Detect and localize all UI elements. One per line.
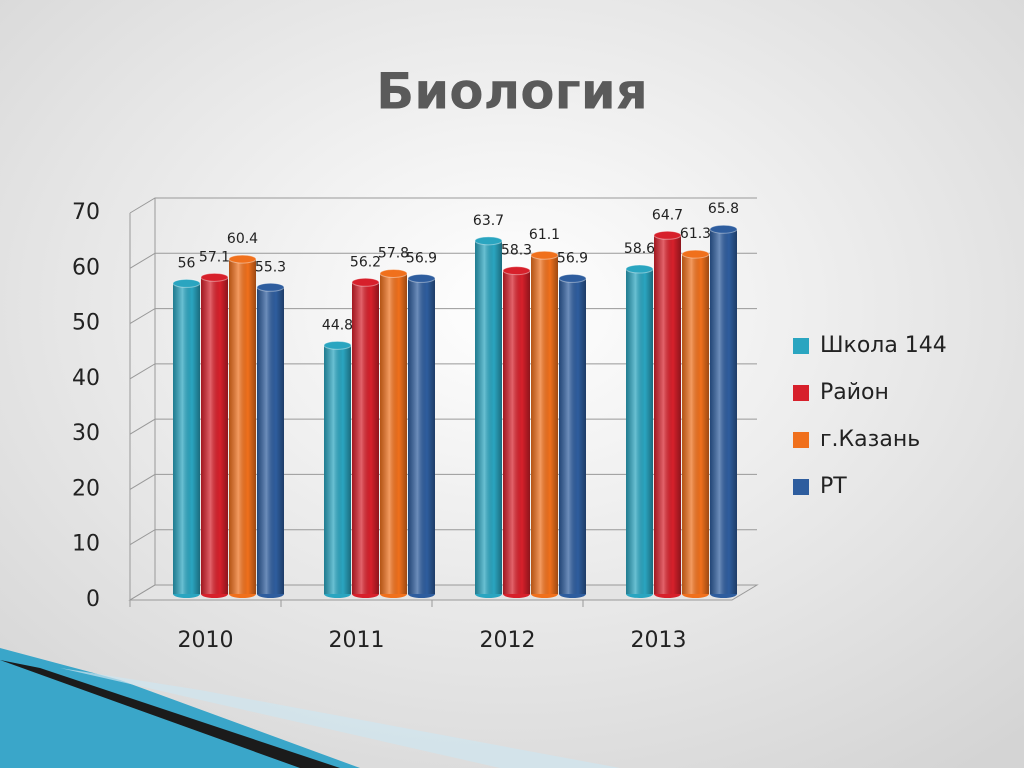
y-tick-label: 0 xyxy=(86,587,100,612)
bar-cap xyxy=(474,236,503,246)
bar-shade xyxy=(257,287,284,594)
x-tick-label: 2011 xyxy=(329,628,385,653)
decor-swoosh-dark xyxy=(0,660,340,768)
data-label: 56.2 xyxy=(350,254,381,270)
legend-swatch xyxy=(793,385,809,401)
data-label: 63.7 xyxy=(473,213,504,229)
decor-swoosh xyxy=(0,648,360,768)
data-label: 58.6 xyxy=(624,241,655,257)
bar-shade xyxy=(380,273,407,594)
data-label: 57.1 xyxy=(199,249,230,265)
bar-shade xyxy=(352,282,379,594)
bar-shade xyxy=(503,270,530,594)
data-label: 64.7 xyxy=(652,207,683,223)
legend-swatch xyxy=(793,479,809,495)
y-tick-label: 70 xyxy=(72,200,100,225)
bar-shade xyxy=(229,259,256,594)
y-tick-label: 20 xyxy=(72,476,100,501)
bar-cap xyxy=(379,268,408,278)
bar-shade xyxy=(475,240,502,594)
bar-cap xyxy=(653,230,682,240)
bar-shade xyxy=(201,277,228,594)
bar-cap xyxy=(323,340,352,350)
data-label: 65.8 xyxy=(708,201,739,217)
bar-cap xyxy=(625,264,654,274)
x-tick-label: 2010 xyxy=(178,628,234,653)
legend-label: Район xyxy=(820,380,889,405)
legend-label: Школа 144 xyxy=(820,333,947,358)
bar-cap xyxy=(558,273,587,283)
y-tick-label: 40 xyxy=(72,366,100,391)
bar-cap xyxy=(407,273,436,283)
data-label: 58.3 xyxy=(501,243,532,259)
data-label: 60.4 xyxy=(227,231,258,247)
bar-shade xyxy=(531,255,558,594)
bar-cap xyxy=(681,249,710,259)
bar-cap xyxy=(256,282,285,292)
y-tick-label: 60 xyxy=(72,255,100,280)
bar-shade xyxy=(626,269,653,594)
data-label: 44.8 xyxy=(322,317,353,333)
legend-swatch xyxy=(793,338,809,354)
data-label: 61.3 xyxy=(680,226,711,242)
y-tick-label: 10 xyxy=(72,532,100,557)
chart-title: Биология xyxy=(376,63,648,121)
bar-cap xyxy=(200,272,229,282)
bar-shade xyxy=(408,278,435,594)
bar-cap xyxy=(172,278,201,288)
bar-cap xyxy=(709,224,738,234)
bar-cap xyxy=(228,254,257,264)
bar-shade xyxy=(559,278,586,594)
decor-swoosh-light xyxy=(60,668,620,768)
x-tick-label: 2012 xyxy=(480,628,536,653)
data-label: 55.3 xyxy=(255,259,286,275)
bar-shade xyxy=(324,345,351,594)
bar-shade xyxy=(654,235,681,594)
legend-label: г.Казань xyxy=(820,427,920,452)
data-label: 61.1 xyxy=(529,227,560,243)
bar-cap xyxy=(351,277,380,287)
bar-cap xyxy=(530,250,559,260)
bar-cap xyxy=(502,266,531,276)
y-tick-label: 30 xyxy=(72,421,100,446)
grid-line xyxy=(129,197,757,214)
data-label: 56 xyxy=(178,255,196,271)
data-label: 56.9 xyxy=(406,250,437,266)
data-label: 57.8 xyxy=(378,245,409,261)
plot: 0 10 20 30 40 50 60 70 2010 56 57.1 60.4 55.3 2011 44.… xyxy=(72,197,947,653)
data-label: 56.9 xyxy=(557,250,588,266)
x-tick-label: 2013 xyxy=(631,628,687,653)
bar-shade xyxy=(710,229,737,594)
legend-label: РТ xyxy=(820,474,847,499)
bar-shade xyxy=(173,283,200,594)
legend-swatch xyxy=(793,432,809,448)
y-tick-label: 50 xyxy=(72,311,100,336)
bar-shade xyxy=(682,254,709,594)
